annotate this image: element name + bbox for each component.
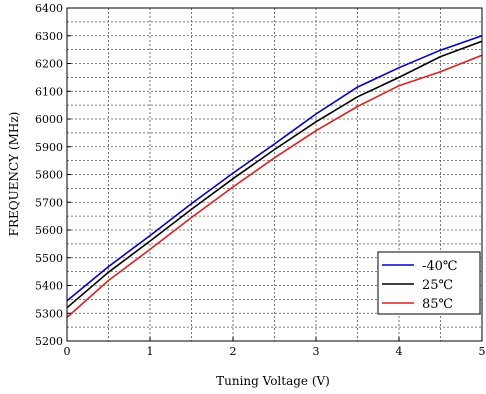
legend-label-0: -40℃ [422, 259, 457, 274]
y-tick-label: 5900 [35, 141, 63, 154]
x-tick-label: 0 [64, 345, 71, 358]
series-line-1 [66, 40, 483, 309]
legend-label-1: 25℃ [422, 278, 453, 293]
y-tick-label: 5500 [35, 252, 63, 265]
axis-ticks: 0 1 2 3 4 5 5200 5300 5400 5500 5600 5700 5800 5900 60… [35, 2, 486, 358]
y-tick-label: 5800 [35, 169, 63, 182]
x-tick-label: 5 [479, 345, 486, 358]
series-line-2 [66, 54, 483, 318]
y-tick-label: 6400 [35, 2, 63, 15]
x-tick-label: 3 [313, 345, 320, 358]
x-tick-label: 2 [230, 345, 237, 358]
y-tick-label: 5700 [35, 196, 63, 209]
y-tick-label: 6100 [35, 85, 63, 98]
x-tick-label: 4 [396, 345, 403, 358]
y-tick-label: 6000 [35, 113, 63, 126]
legend-label-2: 85℃ [422, 297, 453, 312]
series-lines [66, 35, 483, 318]
y-tick-label: 6200 [35, 58, 63, 71]
y-tick-label: 5600 [35, 224, 63, 237]
y-axis-label: FREQUENCY (MHz) [7, 112, 21, 237]
y-tick-label: 6300 [35, 30, 63, 43]
legend: -40℃ 25℃ 85℃ [377, 251, 481, 315]
series-line-0 [66, 35, 483, 302]
y-tick-label: 5200 [35, 335, 63, 348]
x-tick-label: 1 [147, 345, 154, 358]
y-tick-label: 5400 [35, 280, 63, 293]
y-tick-label: 5300 [35, 307, 63, 320]
x-axis-label: Tuning Voltage (V) [216, 374, 330, 388]
